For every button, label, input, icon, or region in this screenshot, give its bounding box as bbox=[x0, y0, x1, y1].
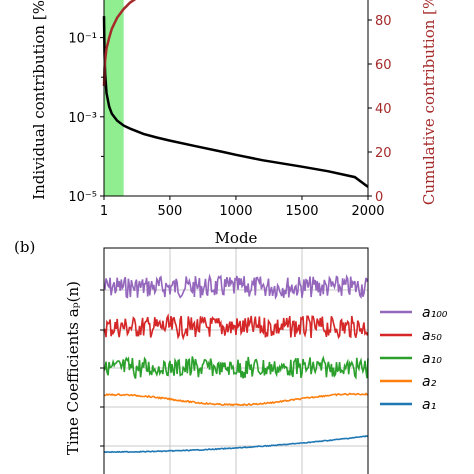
x-axis-label: Mode bbox=[215, 229, 258, 247]
panel-b-lines bbox=[103, 273, 369, 454]
y-axis-label: Individual contribution [%] bbox=[30, 0, 48, 200]
panel-a-frame bbox=[103, 0, 369, 197]
legend-label: a₁₀₀ bbox=[422, 305, 448, 321]
highlight-span bbox=[104, 0, 124, 196]
y2-tick-label: 60 bbox=[375, 58, 392, 73]
x-tick-label: 2000 bbox=[351, 204, 384, 219]
y2-tick-label: 80 bbox=[375, 14, 392, 29]
y2-axis-label: Cumulative contribution [%] bbox=[420, 0, 438, 205]
legend-label: a₅₀ bbox=[422, 328, 442, 344]
y2-tick-label: 0 bbox=[375, 190, 383, 205]
x-tick-label: 500 bbox=[157, 204, 182, 219]
panel-b-frame bbox=[103, 247, 369, 474]
cumulative-contribution-line bbox=[102, 0, 137, 87]
y-tick-label: 10⁻³ bbox=[68, 111, 97, 126]
legend-label: a₂ bbox=[422, 374, 437, 390]
y-tick-label: 10⁻⁵ bbox=[68, 190, 97, 205]
y2-tick-label: 40 bbox=[375, 102, 392, 117]
panel-a: 1 500 1000 1500 2000 10⁻⁵10⁻³10⁻¹ 020406080 … bbox=[30, 0, 438, 247]
legend-label: a₁ bbox=[422, 397, 436, 413]
x-tick-label: 1000 bbox=[219, 204, 252, 219]
panel-b: (b) Time Coefficients aₚ(n) a₁₀₀ a₅₀ a₁₀ a₂… bbox=[14, 238, 448, 474]
legend-label: a₁₀ bbox=[422, 351, 442, 367]
trace-a2 bbox=[103, 392, 369, 407]
x-tick-label: 1 bbox=[100, 204, 108, 219]
y2-tick-label: 20 bbox=[375, 146, 392, 161]
trace-a50 bbox=[103, 313, 369, 341]
legend: a₁₀₀ a₅₀ a₁₀ a₂ a₁ bbox=[380, 305, 448, 413]
trace-a100 bbox=[103, 273, 369, 300]
y-tick-label: 10⁻¹ bbox=[68, 32, 97, 47]
trace-a1 bbox=[103, 435, 369, 454]
panel-b-label: (b) bbox=[14, 238, 35, 256]
individual-contribution-line bbox=[102, 16, 369, 188]
panel-b-y-axis-label: Time Coefficients aₚ(n) bbox=[64, 281, 82, 455]
x-tick-label: 1500 bbox=[285, 204, 318, 219]
trace-a10 bbox=[103, 355, 369, 380]
